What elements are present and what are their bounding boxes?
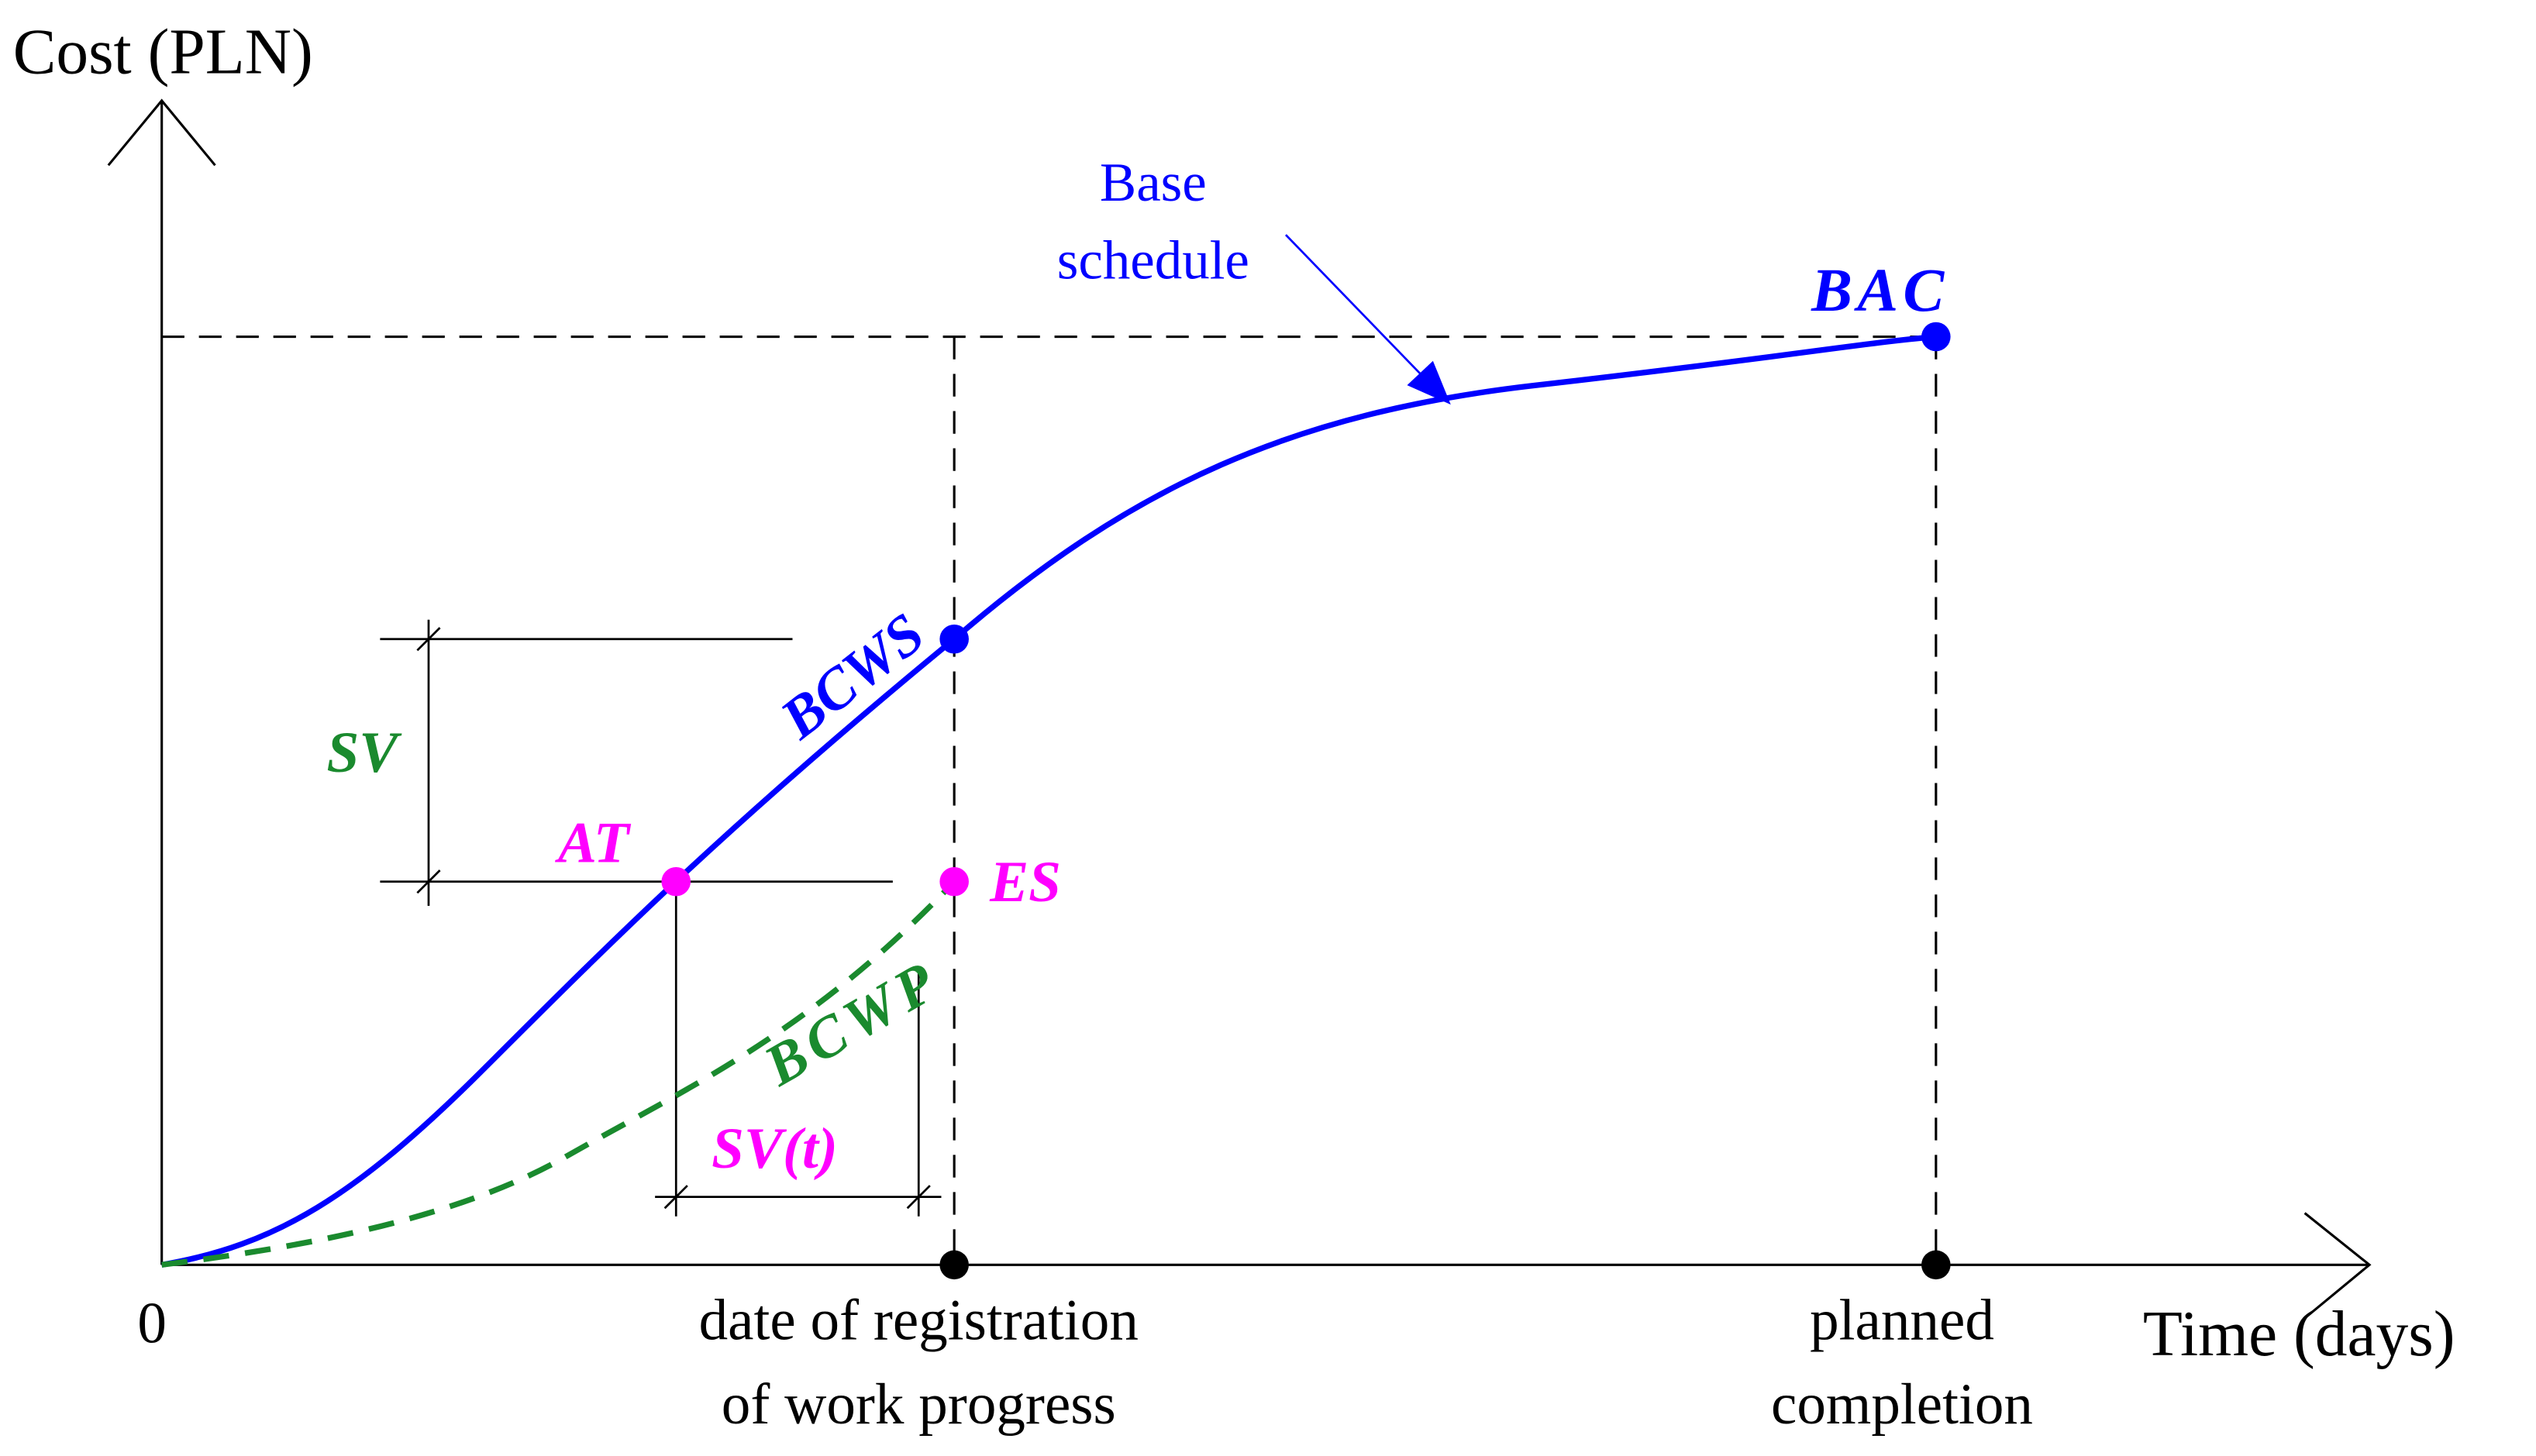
axes <box>107 98 2372 1320</box>
pointer-head <box>1407 360 1451 405</box>
bcwp-curve <box>161 879 956 1268</box>
es-label: ES <box>989 850 1061 914</box>
bac-point <box>1921 322 1951 352</box>
registration-point <box>939 1250 969 1280</box>
origin-label: 0 <box>137 1291 167 1355</box>
dimension-lines <box>380 619 942 1217</box>
annotation: schedule <box>1057 230 1249 291</box>
points <box>661 322 1951 1280</box>
es-point <box>939 866 969 897</box>
completion-point <box>1921 1250 1951 1280</box>
svt-label: SV(t) <box>712 1117 838 1181</box>
guide-lines <box>161 335 1938 1265</box>
bcwp-label: BCWP <box>753 947 952 1099</box>
x-label: date of registration <box>699 1288 1139 1352</box>
y-axis-label: Cost (PLN) <box>13 16 313 88</box>
at-label: AT <box>555 811 632 876</box>
x-label: completion <box>1771 1372 2033 1437</box>
bcws-point <box>939 624 969 654</box>
sv-label: SV <box>327 721 403 785</box>
x-label: planned <box>1810 1288 1994 1352</box>
bac-label: BAC <box>1811 256 1949 325</box>
x-label: of work progress <box>722 1372 1116 1437</box>
x-axis-label: Time (days) <box>2143 1299 2455 1370</box>
pointer-line <box>1284 234 1432 387</box>
annotation: Base <box>1100 153 1207 213</box>
at-point <box>661 866 691 897</box>
